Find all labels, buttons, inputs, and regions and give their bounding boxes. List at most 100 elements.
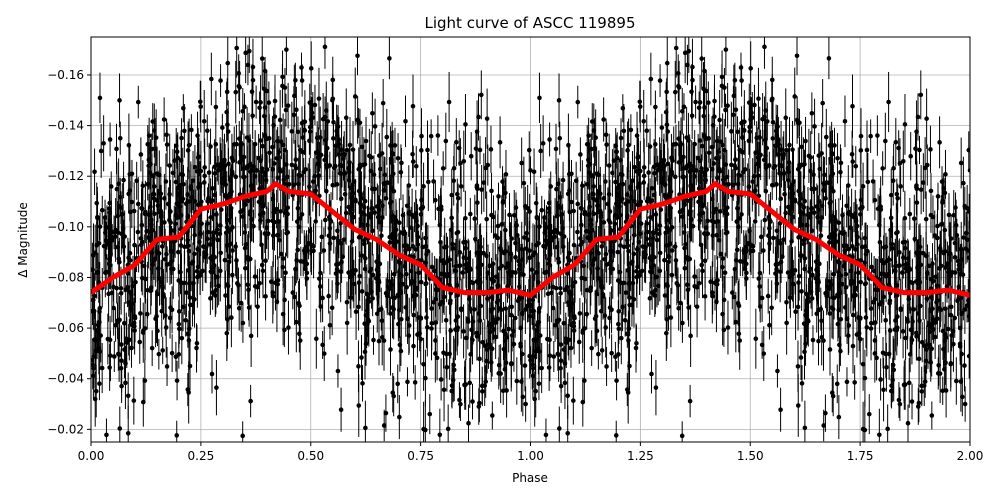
data-point bbox=[326, 233, 332, 239]
data-point bbox=[830, 393, 836, 399]
data-point bbox=[566, 142, 571, 148]
data-point bbox=[706, 150, 712, 156]
data-point bbox=[107, 365, 112, 370]
data-point bbox=[937, 140, 942, 145]
data-point bbox=[747, 129, 753, 135]
data-point bbox=[250, 77, 256, 83]
data-point bbox=[268, 279, 274, 285]
data-point bbox=[524, 230, 530, 236]
data-point bbox=[248, 208, 253, 214]
data-point bbox=[118, 291, 124, 296]
data-point bbox=[498, 245, 503, 251]
data-point bbox=[102, 215, 108, 220]
data-point bbox=[167, 261, 173, 267]
data-point bbox=[657, 78, 663, 83]
data-point bbox=[131, 398, 137, 403]
data-point bbox=[116, 181, 121, 187]
data-point bbox=[915, 404, 921, 409]
data-point bbox=[116, 351, 121, 357]
data-point bbox=[295, 247, 301, 253]
data-point bbox=[246, 287, 251, 293]
data-point bbox=[497, 140, 503, 145]
data-point bbox=[426, 179, 431, 185]
data-point bbox=[418, 336, 424, 342]
data-point bbox=[565, 337, 571, 343]
data-point bbox=[480, 389, 485, 394]
data-point bbox=[679, 157, 685, 163]
data-point bbox=[437, 432, 443, 438]
data-point bbox=[565, 393, 570, 399]
data-point bbox=[768, 219, 773, 224]
data-point bbox=[755, 173, 761, 178]
data-point bbox=[139, 275, 145, 281]
data-point bbox=[211, 263, 217, 268]
data-point bbox=[739, 78, 744, 83]
data-point bbox=[519, 160, 524, 166]
data-point bbox=[467, 380, 473, 386]
data-point bbox=[383, 410, 389, 416]
data-point bbox=[479, 187, 484, 192]
data-point bbox=[888, 227, 893, 233]
data-point bbox=[432, 268, 437, 274]
data-point bbox=[131, 208, 137, 214]
data-point bbox=[908, 153, 913, 159]
data-point bbox=[470, 399, 475, 404]
data-point bbox=[679, 433, 685, 439]
data-point bbox=[826, 56, 832, 61]
data-point bbox=[413, 211, 419, 216]
data-point bbox=[208, 296, 213, 301]
data-point bbox=[684, 135, 689, 140]
data-point bbox=[758, 234, 764, 240]
data-point bbox=[293, 157, 299, 162]
data-point bbox=[601, 220, 607, 225]
data-point bbox=[244, 166, 250, 171]
data-point bbox=[870, 179, 876, 184]
data-point bbox=[238, 209, 243, 215]
data-point bbox=[355, 117, 360, 123]
data-point bbox=[309, 110, 315, 116]
data-point bbox=[636, 239, 642, 245]
data-point bbox=[610, 266, 616, 272]
data-point bbox=[795, 304, 801, 310]
data-point bbox=[898, 184, 903, 189]
data-point bbox=[523, 307, 528, 312]
data-point bbox=[451, 165, 457, 171]
data-point bbox=[726, 182, 731, 187]
data-point bbox=[967, 168, 970, 173]
data-point bbox=[123, 380, 128, 386]
data-point bbox=[848, 225, 853, 231]
data-point bbox=[218, 78, 223, 83]
data-point bbox=[857, 316, 863, 321]
data-point bbox=[403, 119, 408, 124]
data-point bbox=[822, 172, 827, 178]
data-point bbox=[635, 202, 641, 208]
data-point bbox=[672, 89, 678, 95]
data-point bbox=[259, 262, 265, 268]
data-point bbox=[902, 122, 908, 127]
data-point bbox=[641, 118, 647, 124]
data-point bbox=[554, 244, 560, 250]
data-point bbox=[388, 143, 393, 148]
data-point bbox=[614, 149, 619, 155]
data-point bbox=[577, 311, 583, 316]
data-point bbox=[461, 158, 467, 164]
data-point bbox=[331, 136, 336, 141]
data-point bbox=[937, 245, 943, 251]
data-point bbox=[757, 304, 763, 309]
data-point bbox=[357, 164, 363, 170]
data-point bbox=[175, 185, 181, 191]
data-point bbox=[575, 229, 580, 235]
data-point bbox=[423, 375, 428, 381]
data-point bbox=[739, 120, 744, 126]
data-point bbox=[733, 319, 739, 325]
data-point bbox=[415, 332, 420, 337]
data-point bbox=[838, 316, 844, 322]
data-point bbox=[603, 325, 608, 330]
data-point bbox=[600, 294, 606, 299]
data-point bbox=[539, 207, 545, 213]
data-point bbox=[433, 351, 438, 356]
data-point bbox=[435, 133, 441, 138]
data-point bbox=[543, 432, 549, 438]
data-point bbox=[143, 209, 148, 215]
